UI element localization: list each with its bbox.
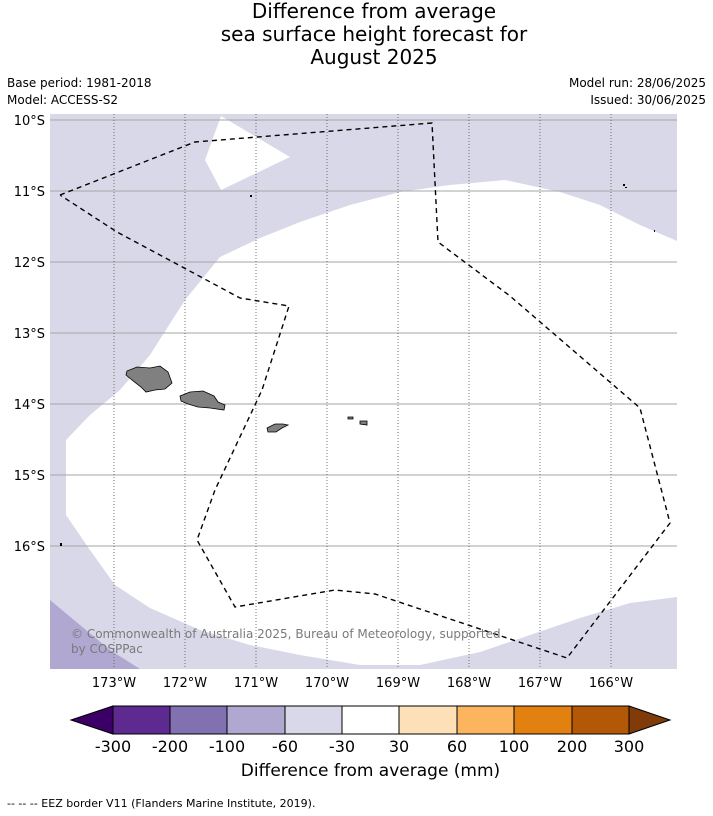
savaii-island [125, 365, 173, 393]
tau-island [359, 420, 368, 426]
map-plot-area: © Commonwealth of Australia 2025, Bureau… [50, 114, 677, 669]
colorbar-label: Difference from average (mm) [240, 761, 501, 781]
lon-label-169w: 169°W [376, 676, 420, 691]
colorbar-tick: -200 [152, 737, 188, 756]
colorbar-seg-7 [457, 706, 514, 734]
issued-text: Issued: 30/06/2025 [590, 93, 706, 107]
lon-label-173w: 173°W [92, 676, 136, 691]
atoll-north-east [623, 184, 625, 186]
lat-label-15s: 15°S [14, 469, 45, 484]
colorbar-tick: 300 [614, 737, 645, 756]
lat-label-10s: 10°S [14, 114, 45, 129]
title-line-2: sea surface height forecast for [220, 22, 528, 46]
eez-legend-footnote: -- -- -- EEZ border V11 (Flanders Marine… [7, 797, 316, 810]
lon-label-171w: 171°W [234, 676, 278, 691]
colorbar-seg-2 [170, 706, 227, 734]
atoll-south-west [60, 543, 62, 546]
colorbar-seg-5 [342, 706, 399, 734]
land [125, 365, 368, 433]
colorbar-separators [169, 706, 573, 734]
upolu-island [179, 390, 226, 411]
map-title: Difference from average sea surface heig… [0, 0, 713, 69]
base-period-text: Base period: 1981-2018 [7, 76, 152, 90]
meta-right: Model run: 28/06/2025 Issued: 30/06/2025 [569, 75, 706, 109]
small-islands [60, 184, 655, 546]
colorbar-tick: 100 [499, 737, 530, 756]
lat-label-12s: 12°S [14, 256, 45, 271]
colorbar-seg-4 [285, 706, 342, 734]
anomaly-area-neg-60-100 [50, 600, 140, 669]
lat-label-14s: 14°S [14, 398, 45, 413]
longitude-labels: 173°W 172°W 171°W 170°W 169°W 168°W 167°… [92, 676, 633, 691]
longitude-gridlines [113, 114, 612, 669]
colorbar-tick: 30 [389, 737, 409, 756]
meta-left: Base period: 1981-2018 Model: ACCESS-S2 [7, 75, 152, 109]
colorbar-outline [112, 705, 630, 735]
colorbar-tick: -300 [95, 737, 131, 756]
title-line-1: Difference from average [251, 0, 497, 23]
swains-island [250, 195, 252, 197]
colorbar-extend-min [69, 705, 114, 735]
colorbar-seg-8 [514, 706, 572, 734]
lon-label-170w: 170°W [305, 676, 349, 691]
copyright-line-2: by COSPPac [71, 642, 143, 656]
colorbar-tick: -100 [209, 737, 245, 756]
lon-label-172w: 172°W [163, 676, 207, 691]
colorbar-tick: 60 [447, 737, 467, 756]
copyright-line-1: © Commonwealth of Australia 2025, Bureau… [71, 627, 501, 641]
colorbar-tick: -30 [329, 737, 355, 756]
lat-label-13s: 13°S [14, 327, 45, 342]
colorbar-seg-6 [399, 706, 457, 734]
colorbar-seg-1 [113, 706, 170, 734]
title-line-3: August 2025 [310, 45, 438, 69]
colorbar-tick: -60 [272, 737, 298, 756]
model-run-text: Model run: 28/06/2025 [568, 76, 706, 90]
model-text: Model: ACCESS-S2 [7, 93, 119, 107]
atoll-east [654, 230, 655, 232]
colorbar-extend-max [628, 705, 672, 735]
lon-label-168w: 168°W [447, 676, 491, 691]
lon-label-166w: 166°W [589, 676, 633, 691]
ofu-island [347, 416, 354, 420]
colorbar-seg-3 [227, 706, 285, 734]
tutuila-island [266, 423, 290, 433]
neutral-patch [205, 116, 290, 190]
atoll-north-east-2 [625, 187, 627, 188]
anomaly-area-neg-30-60 [50, 114, 677, 669]
lat-label-11s: 11°S [14, 185, 45, 200]
colorbar-seg-9 [572, 706, 629, 734]
lon-label-167w: 167°W [518, 676, 562, 691]
lat-label-16s: 16°S [14, 540, 45, 555]
latitude-gridlines [50, 119, 677, 547]
colorbar-tick: 200 [557, 737, 588, 756]
colorbar: -300 -200 -100 -60 -30 30 60 100 200 300 [69, 705, 672, 756]
latitude-labels: 10°S 11°S 12°S 13°S 14°S 15°S 16°S [14, 114, 45, 555]
colorbar-tick-labels: -300 -200 -100 -60 -30 30 60 100 200 300 [95, 737, 644, 756]
